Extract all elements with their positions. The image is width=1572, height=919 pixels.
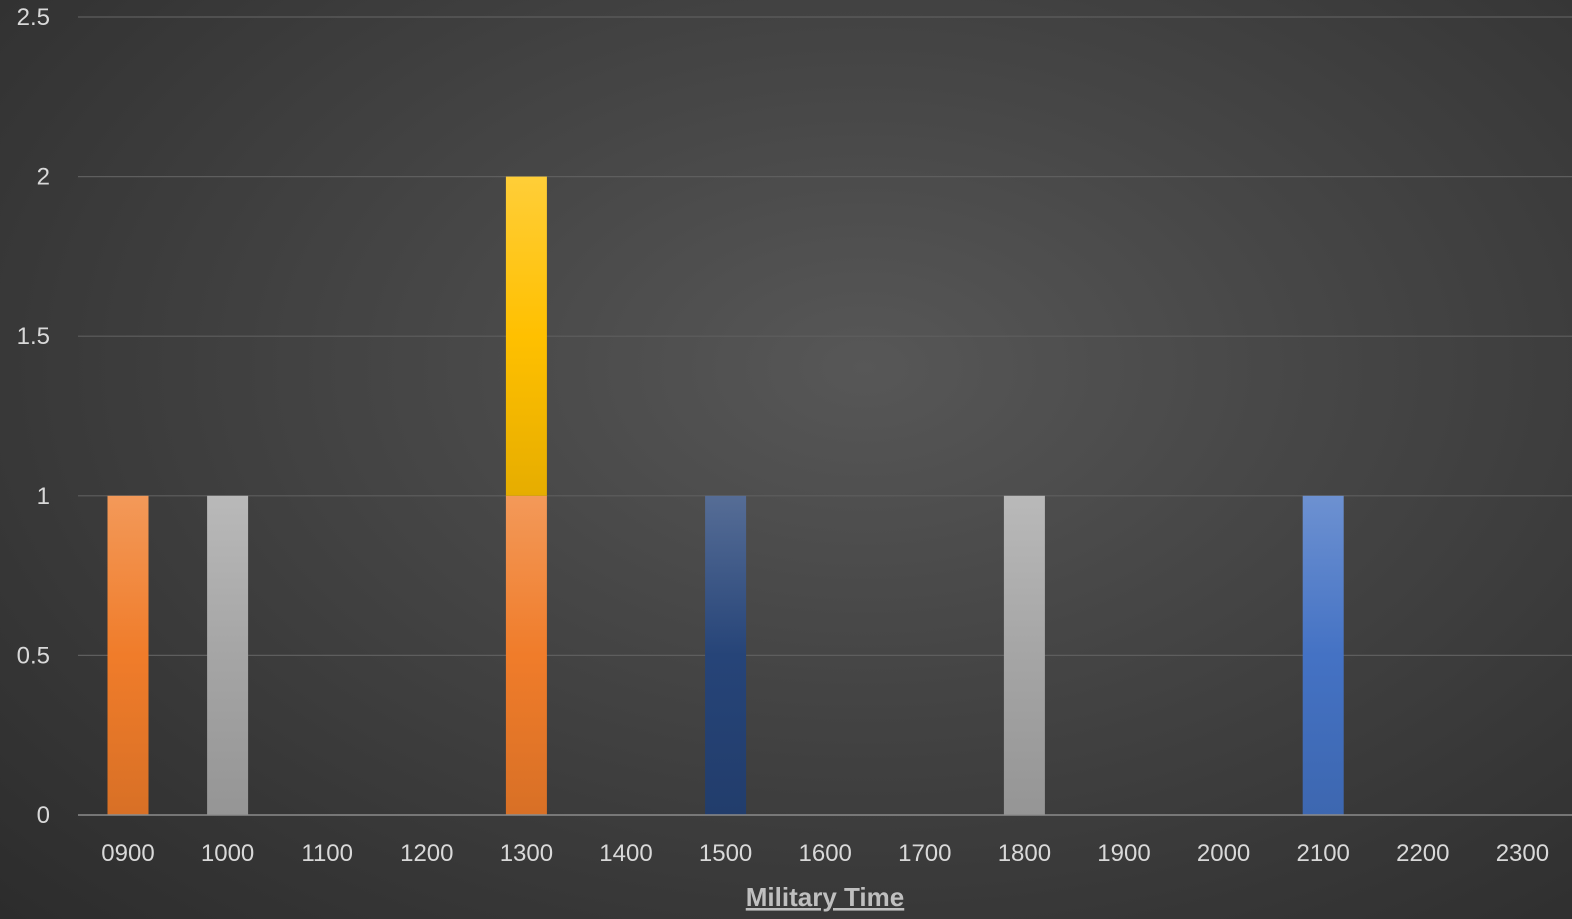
gridlines bbox=[78, 16, 1572, 657]
x-tick-label: 1000 bbox=[201, 840, 254, 867]
x-tick-label: 2000 bbox=[1197, 840, 1250, 867]
x-tick-label: 2200 bbox=[1396, 840, 1449, 867]
bar bbox=[505, 495, 547, 815]
x-tick-label: 0900 bbox=[101, 840, 154, 867]
x-tick-label: 1700 bbox=[898, 840, 951, 867]
x-tick-label: 1100 bbox=[301, 840, 353, 867]
y-tick-label: 0 bbox=[37, 802, 50, 829]
x-tick-label: 1300 bbox=[500, 840, 553, 867]
y-tick-label: 2.5 bbox=[17, 4, 50, 31]
y-tick-label: 1.5 bbox=[17, 323, 50, 350]
x-tick-label: 1500 bbox=[699, 840, 752, 867]
y-tick-label: 2 bbox=[37, 164, 50, 191]
x-axis: 0900 1000 1100 1200 1300 1400 1500 1600 1700 1800… bbox=[101, 840, 1549, 867]
bar bbox=[1003, 495, 1045, 815]
x-tick-label: 1800 bbox=[998, 840, 1051, 867]
bars bbox=[107, 176, 1344, 815]
x-tick-label: 1600 bbox=[799, 840, 852, 867]
bar bbox=[705, 495, 747, 815]
y-axis: 0 0.5 1 1.5 2 2.5 bbox=[17, 4, 50, 829]
x-tick-label: 2100 bbox=[1297, 840, 1350, 867]
y-tick-label: 1 bbox=[37, 483, 50, 510]
bar bbox=[1302, 495, 1344, 815]
x-tick-label: 1900 bbox=[1097, 840, 1150, 867]
bar bbox=[505, 176, 547, 496]
x-axis-title: Military Time bbox=[746, 882, 904, 912]
x-tick-label: 2300 bbox=[1496, 840, 1549, 867]
y-tick-label: 0.5 bbox=[17, 642, 50, 669]
x-tick-label: 1400 bbox=[599, 840, 652, 867]
bar bbox=[107, 495, 149, 815]
bar bbox=[207, 495, 249, 815]
x-tick-label: 1200 bbox=[400, 840, 453, 867]
